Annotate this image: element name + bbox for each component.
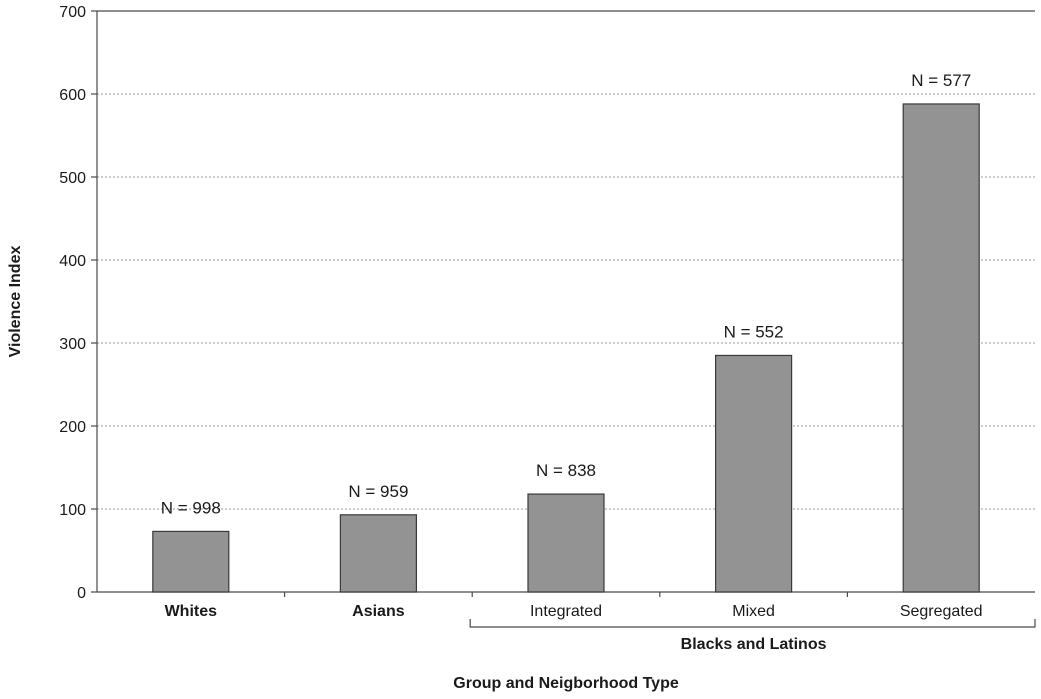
group-label: Blacks and Latinos: [681, 636, 827, 653]
data-labels: N = 998 N = 959 N = 838 N = 552 N = 577: [161, 71, 971, 517]
category-labels: Whites Asians Integrated Mixed Segregated: [165, 592, 983, 620]
y-tick-label: 500: [59, 170, 86, 187]
data-label: N = 838: [536, 461, 596, 480]
bar: [902, 103, 980, 593]
y-tick-label: 700: [59, 4, 86, 21]
bars: [152, 103, 980, 593]
category-label: Asians: [352, 603, 405, 620]
x-axis-title: Group and Neigborhood Type: [453, 675, 679, 692]
y-tick-label: 600: [59, 87, 86, 104]
category-label: Whites: [165, 603, 218, 620]
bar: [152, 530, 230, 593]
category-label: Integrated: [530, 603, 602, 620]
bar: [714, 354, 793, 593]
data-label: N = 552: [724, 322, 784, 341]
y-tick-label: 200: [59, 419, 86, 436]
y-tick-labels: 0 100 200 300 400 500 600 700: [59, 4, 97, 602]
y-tick-label: 100: [59, 502, 86, 519]
category-label: Mixed: [732, 603, 775, 620]
group-bracket-line: [469, 619, 1036, 628]
data-label: N = 959: [348, 482, 408, 501]
bar: [527, 493, 605, 593]
y-tick-label: 400: [59, 253, 86, 270]
bar: [339, 514, 417, 593]
data-label: N = 998: [161, 498, 221, 517]
category-label: Segregated: [900, 603, 983, 620]
y-tick-label: 0: [77, 585, 86, 602]
group-bracket: Blacks and Latinos: [469, 619, 1036, 653]
gridlines: [97, 93, 1035, 510]
y-tick-label: 300: [59, 336, 86, 353]
data-label: N = 577: [911, 71, 971, 90]
y-axis-title: Violence Index: [7, 246, 24, 358]
